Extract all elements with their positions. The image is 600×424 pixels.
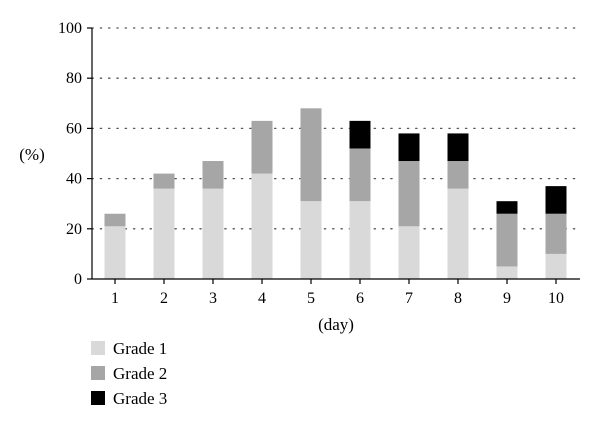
x-tick-label: 3: [209, 290, 217, 307]
bar-grade-1-day-3: [202, 188, 224, 279]
y-tick-labels: 0 20 40 60 80 100: [58, 20, 92, 288]
bar-grade-1-day-4: [251, 173, 273, 279]
y-tick-label: 40: [66, 171, 82, 188]
bar-grade-1-day-1: [104, 226, 126, 279]
bar-grade-2-day-3: [202, 161, 224, 189]
bar-grade-1-day-8: [447, 188, 469, 279]
bar-grade-3-day-9: [496, 201, 518, 214]
bar-grade-2-day-5: [300, 108, 322, 202]
x-axis-label: (day): [318, 315, 354, 334]
x-tick-label: 8: [454, 290, 462, 307]
bar-grade-2-day-8: [447, 161, 469, 189]
bar-grade-1-day-5: [300, 201, 322, 279]
bar-grade-2-day-1: [104, 213, 126, 227]
bar-grade-3-day-7: [398, 133, 420, 162]
bar-grade-3-day-6: [349, 120, 371, 149]
bar-grade-2-day-2: [153, 173, 175, 189]
x-tick-labels: 1 2 3 4 5 6 7 8 9 10: [111, 279, 564, 307]
bar-grade-1-day-6: [349, 201, 371, 279]
x-tick-label: 6: [356, 290, 364, 307]
x-tick-label: 10: [548, 290, 564, 307]
bar-grade-3-day-10: [545, 186, 567, 214]
legend-label-grade-3: Grade 3: [113, 389, 167, 408]
legend-label-grade-2: Grade 2: [113, 364, 167, 383]
legend: Grade 1 Grade 2 Grade 3: [91, 339, 167, 408]
legend-label-grade-1: Grade 1: [113, 339, 167, 358]
y-axis-label: (%): [19, 145, 44, 164]
bar-grade-2-day-4: [251, 120, 273, 174]
axes: [91, 28, 580, 280]
bar-grade-1-day-10: [545, 253, 567, 279]
x-tick-label: 9: [503, 290, 511, 307]
bar-grade-2-day-6: [349, 148, 371, 202]
x-tick-label: 4: [258, 290, 266, 307]
legend-swatch-grade-1: [91, 341, 105, 355]
y-tick-label: 80: [66, 70, 82, 87]
x-tick-label: 2: [160, 290, 168, 307]
bar-grade-1-day-7: [398, 226, 420, 279]
bars: [104, 108, 567, 279]
bar-grade-2-day-9: [496, 213, 518, 267]
legend-swatch-grade-3: [91, 391, 105, 405]
bar-grade-1-day-2: [153, 188, 175, 279]
x-tick-label: 7: [405, 290, 413, 307]
bar-grade-2-day-7: [398, 161, 420, 227]
x-tick-label: 5: [307, 290, 315, 307]
y-tick-label: 20: [66, 221, 82, 238]
x-tick-label: 1: [111, 290, 119, 307]
y-tick-label: 100: [58, 20, 82, 37]
bar-grade-1-day-9: [496, 266, 518, 279]
y-tick-label: 60: [66, 120, 82, 137]
legend-swatch-grade-2: [91, 366, 105, 380]
bar-grade-2-day-10: [545, 213, 567, 254]
y-tick-label: 0: [74, 271, 82, 288]
bar-grade-3-day-8: [447, 133, 469, 162]
